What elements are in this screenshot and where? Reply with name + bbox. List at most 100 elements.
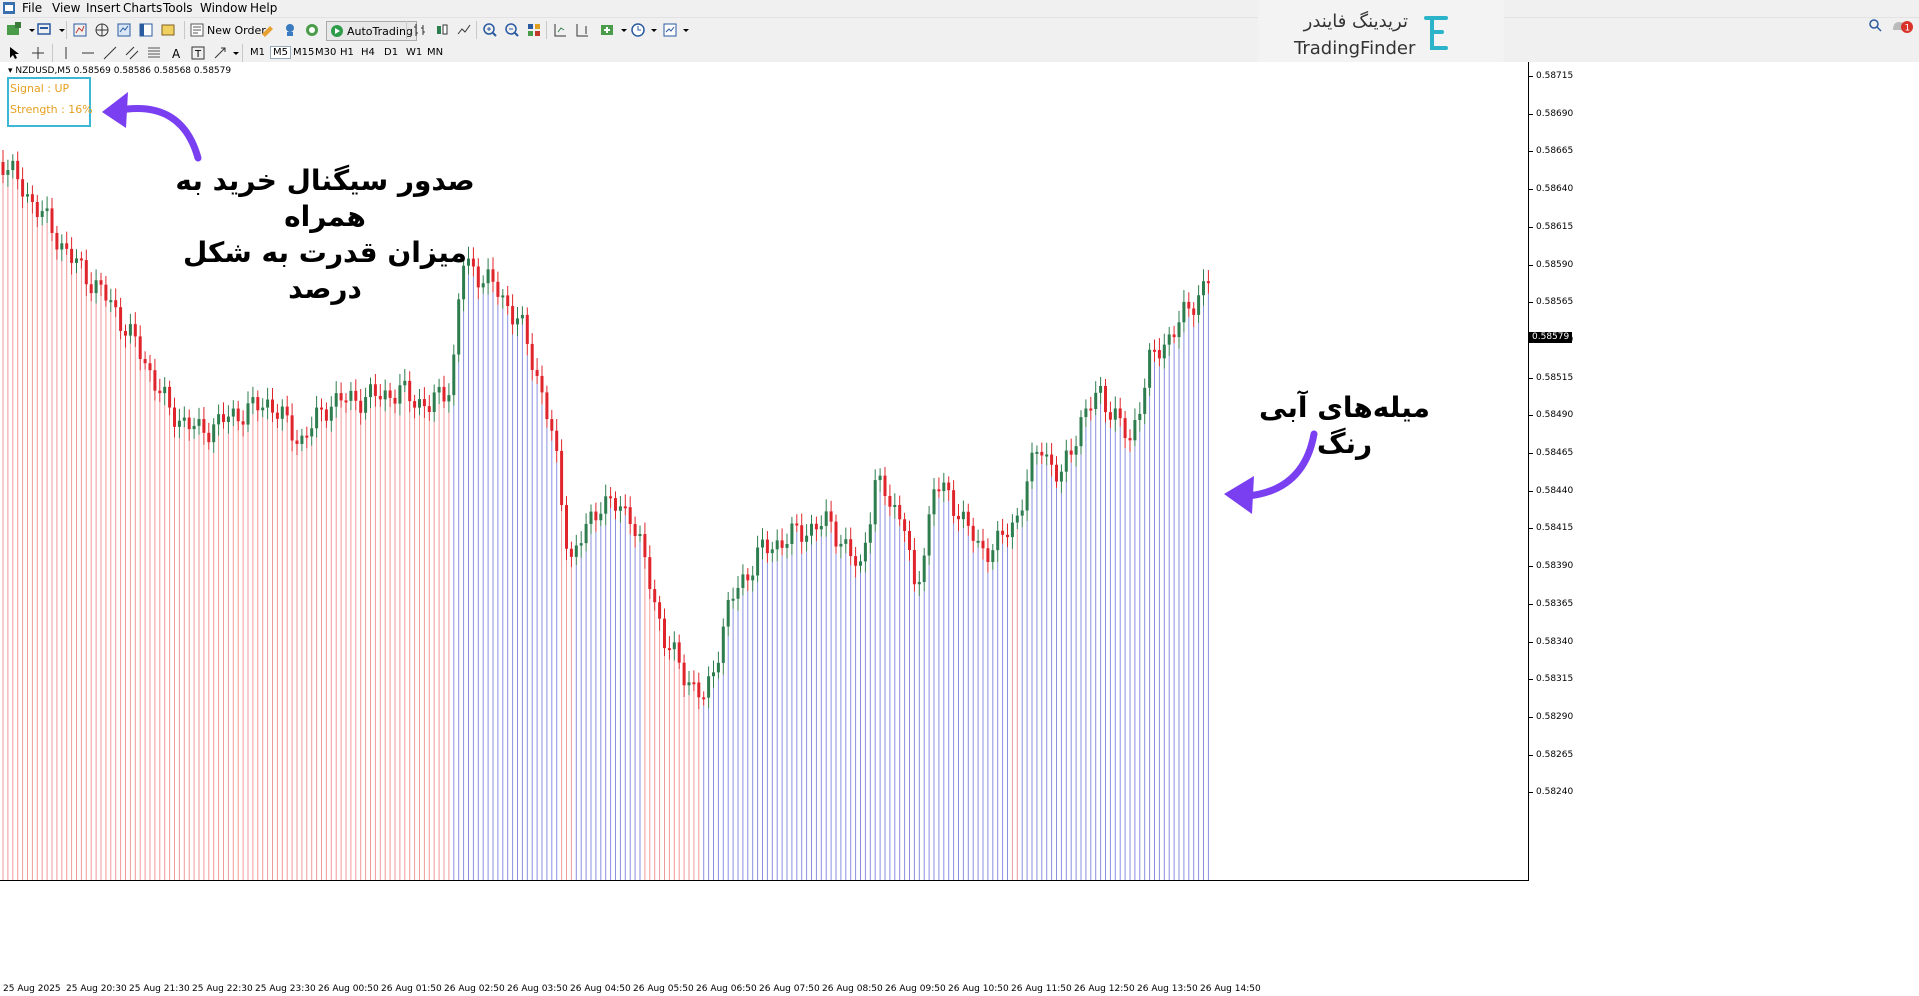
zoom-out-icon[interactable] bbox=[504, 22, 520, 38]
autotrading-button[interactable]: AutoTrading bbox=[326, 21, 417, 41]
tile-windows-icon[interactable] bbox=[526, 22, 542, 38]
vertical-line-icon[interactable] bbox=[58, 45, 74, 61]
strategy-tester-icon[interactable] bbox=[160, 22, 176, 38]
candle-body bbox=[1123, 418, 1127, 439]
text-label-icon[interactable]: T bbox=[190, 45, 206, 61]
candle-body bbox=[182, 417, 186, 421]
candle-body bbox=[452, 354, 456, 396]
candle-body bbox=[1167, 334, 1171, 345]
candle-body bbox=[1, 162, 5, 175]
timeframe-m5[interactable]: M5 bbox=[270, 46, 291, 59]
dropdown-arrow-icon[interactable] bbox=[678, 22, 694, 38]
zoom-in-icon[interactable] bbox=[482, 22, 498, 38]
terminal-icon[interactable] bbox=[138, 22, 154, 38]
time-label: 26 Aug 03:50 bbox=[507, 984, 568, 994]
new-chart-icon[interactable] bbox=[6, 22, 22, 38]
data-window-icon[interactable] bbox=[116, 22, 132, 38]
line-chart-icon[interactable] bbox=[456, 22, 472, 38]
profiles-icon[interactable] bbox=[36, 22, 52, 38]
metaeditor-icon[interactable] bbox=[260, 22, 276, 38]
signals-icon[interactable] bbox=[282, 22, 298, 38]
candle-body bbox=[295, 440, 299, 444]
dropdown-arrow-icon[interactable] bbox=[54, 22, 70, 38]
candle-body bbox=[128, 324, 132, 336]
search-icon[interactable] bbox=[1868, 18, 1882, 32]
timeframe-m15[interactable]: M15 bbox=[293, 47, 315, 58]
candle-body bbox=[310, 428, 314, 437]
periods-icon[interactable] bbox=[630, 22, 646, 38]
text-icon[interactable]: A bbox=[168, 45, 184, 61]
timeframe-h4[interactable]: H4 bbox=[361, 47, 375, 58]
candle-body bbox=[663, 618, 666, 649]
crosshair-icon[interactable] bbox=[30, 45, 46, 61]
candle-body bbox=[501, 295, 505, 298]
candle-body bbox=[1050, 454, 1054, 465]
dropdown-arrow-icon[interactable] bbox=[228, 45, 244, 61]
timeframe-m1[interactable]: M1 bbox=[250, 47, 265, 58]
arrows-icon[interactable] bbox=[212, 45, 228, 61]
price-label: 0.58240 bbox=[1536, 787, 1574, 798]
candle-body bbox=[442, 386, 446, 402]
candle-body bbox=[138, 336, 142, 360]
menu-help[interactable]: Help bbox=[250, 1, 278, 15]
candle-body bbox=[638, 534, 642, 537]
candle-body bbox=[1206, 281, 1210, 284]
menu-file[interactable]: File bbox=[22, 1, 43, 15]
trendline-icon[interactable] bbox=[102, 45, 118, 61]
market-watch-icon[interactable] bbox=[72, 22, 88, 38]
candle-body bbox=[290, 415, 294, 441]
timeframe-mn[interactable]: MN bbox=[427, 47, 444, 58]
candle-body bbox=[79, 258, 83, 261]
candle-body bbox=[746, 574, 750, 581]
dropdown-arrow-icon[interactable] bbox=[24, 22, 40, 38]
price-label: 0.58490 bbox=[1536, 410, 1574, 421]
cursor-icon[interactable] bbox=[6, 45, 22, 61]
indicators-icon[interactable] bbox=[600, 22, 616, 38]
symbol-collapse-icon[interactable]: ▾ bbox=[8, 66, 16, 76]
candle-body bbox=[1010, 522, 1014, 538]
navigator-icon[interactable] bbox=[94, 22, 110, 38]
new-order-button[interactable]: New Order bbox=[190, 21, 266, 39]
notifications-icon[interactable]: 1 bbox=[1890, 18, 1914, 36]
price-tick bbox=[1529, 226, 1533, 228]
chart-area[interactable] bbox=[0, 62, 1919, 996]
price-label: 0.58515 bbox=[1536, 372, 1574, 383]
fibonacci-icon[interactable] bbox=[146, 45, 162, 61]
menu-charts[interactable]: Charts bbox=[123, 1, 163, 15]
templates-icon[interactable] bbox=[662, 22, 678, 38]
signal-annotation: صدور سیگنال خرید به همراه میزان قدرت به … bbox=[150, 163, 500, 307]
candle-body bbox=[697, 682, 701, 698]
candle-body bbox=[1148, 349, 1152, 388]
autoscroll-icon[interactable] bbox=[574, 22, 590, 38]
channel-icon[interactable] bbox=[124, 45, 140, 61]
price-label: 0.58715 bbox=[1536, 71, 1574, 81]
candle-body bbox=[163, 386, 167, 394]
dropdown-arrow-icon[interactable] bbox=[616, 22, 632, 38]
candle-body bbox=[550, 419, 554, 431]
candle-body bbox=[511, 306, 515, 325]
time-label: 26 Aug 04:50 bbox=[570, 984, 631, 994]
timeframe-d1[interactable]: D1 bbox=[384, 47, 399, 58]
candle-body bbox=[599, 513, 603, 521]
menu-bar: File View Insert Charts Tools Window Hel… bbox=[0, 0, 1919, 17]
menu-view[interactable]: View bbox=[52, 1, 81, 15]
timeframe-m30[interactable]: M30 bbox=[315, 47, 337, 58]
candle-body bbox=[280, 406, 284, 419]
menu-insert[interactable]: Insert bbox=[86, 1, 121, 15]
candle-body bbox=[922, 555, 926, 583]
candlestick-chart-icon[interactable] bbox=[434, 22, 450, 38]
bar-chart-icon[interactable] bbox=[412, 22, 428, 38]
menu-window[interactable]: Window bbox=[200, 1, 248, 15]
timeframe-w1[interactable]: W1 bbox=[406, 47, 423, 58]
candle-body bbox=[1197, 295, 1201, 315]
menu-tools[interactable]: Tools bbox=[163, 1, 193, 15]
candle-body bbox=[148, 363, 152, 371]
candle-body bbox=[1089, 408, 1093, 411]
dropdown-arrow-icon[interactable] bbox=[646, 22, 662, 38]
chart-shift-icon[interactable] bbox=[552, 22, 568, 38]
market-icon[interactable] bbox=[304, 22, 320, 38]
horizontal-line-icon[interactable] bbox=[80, 45, 96, 61]
candle-body bbox=[1182, 301, 1186, 323]
timeframe-h1[interactable]: H1 bbox=[340, 47, 354, 58]
candle-body bbox=[883, 475, 887, 497]
